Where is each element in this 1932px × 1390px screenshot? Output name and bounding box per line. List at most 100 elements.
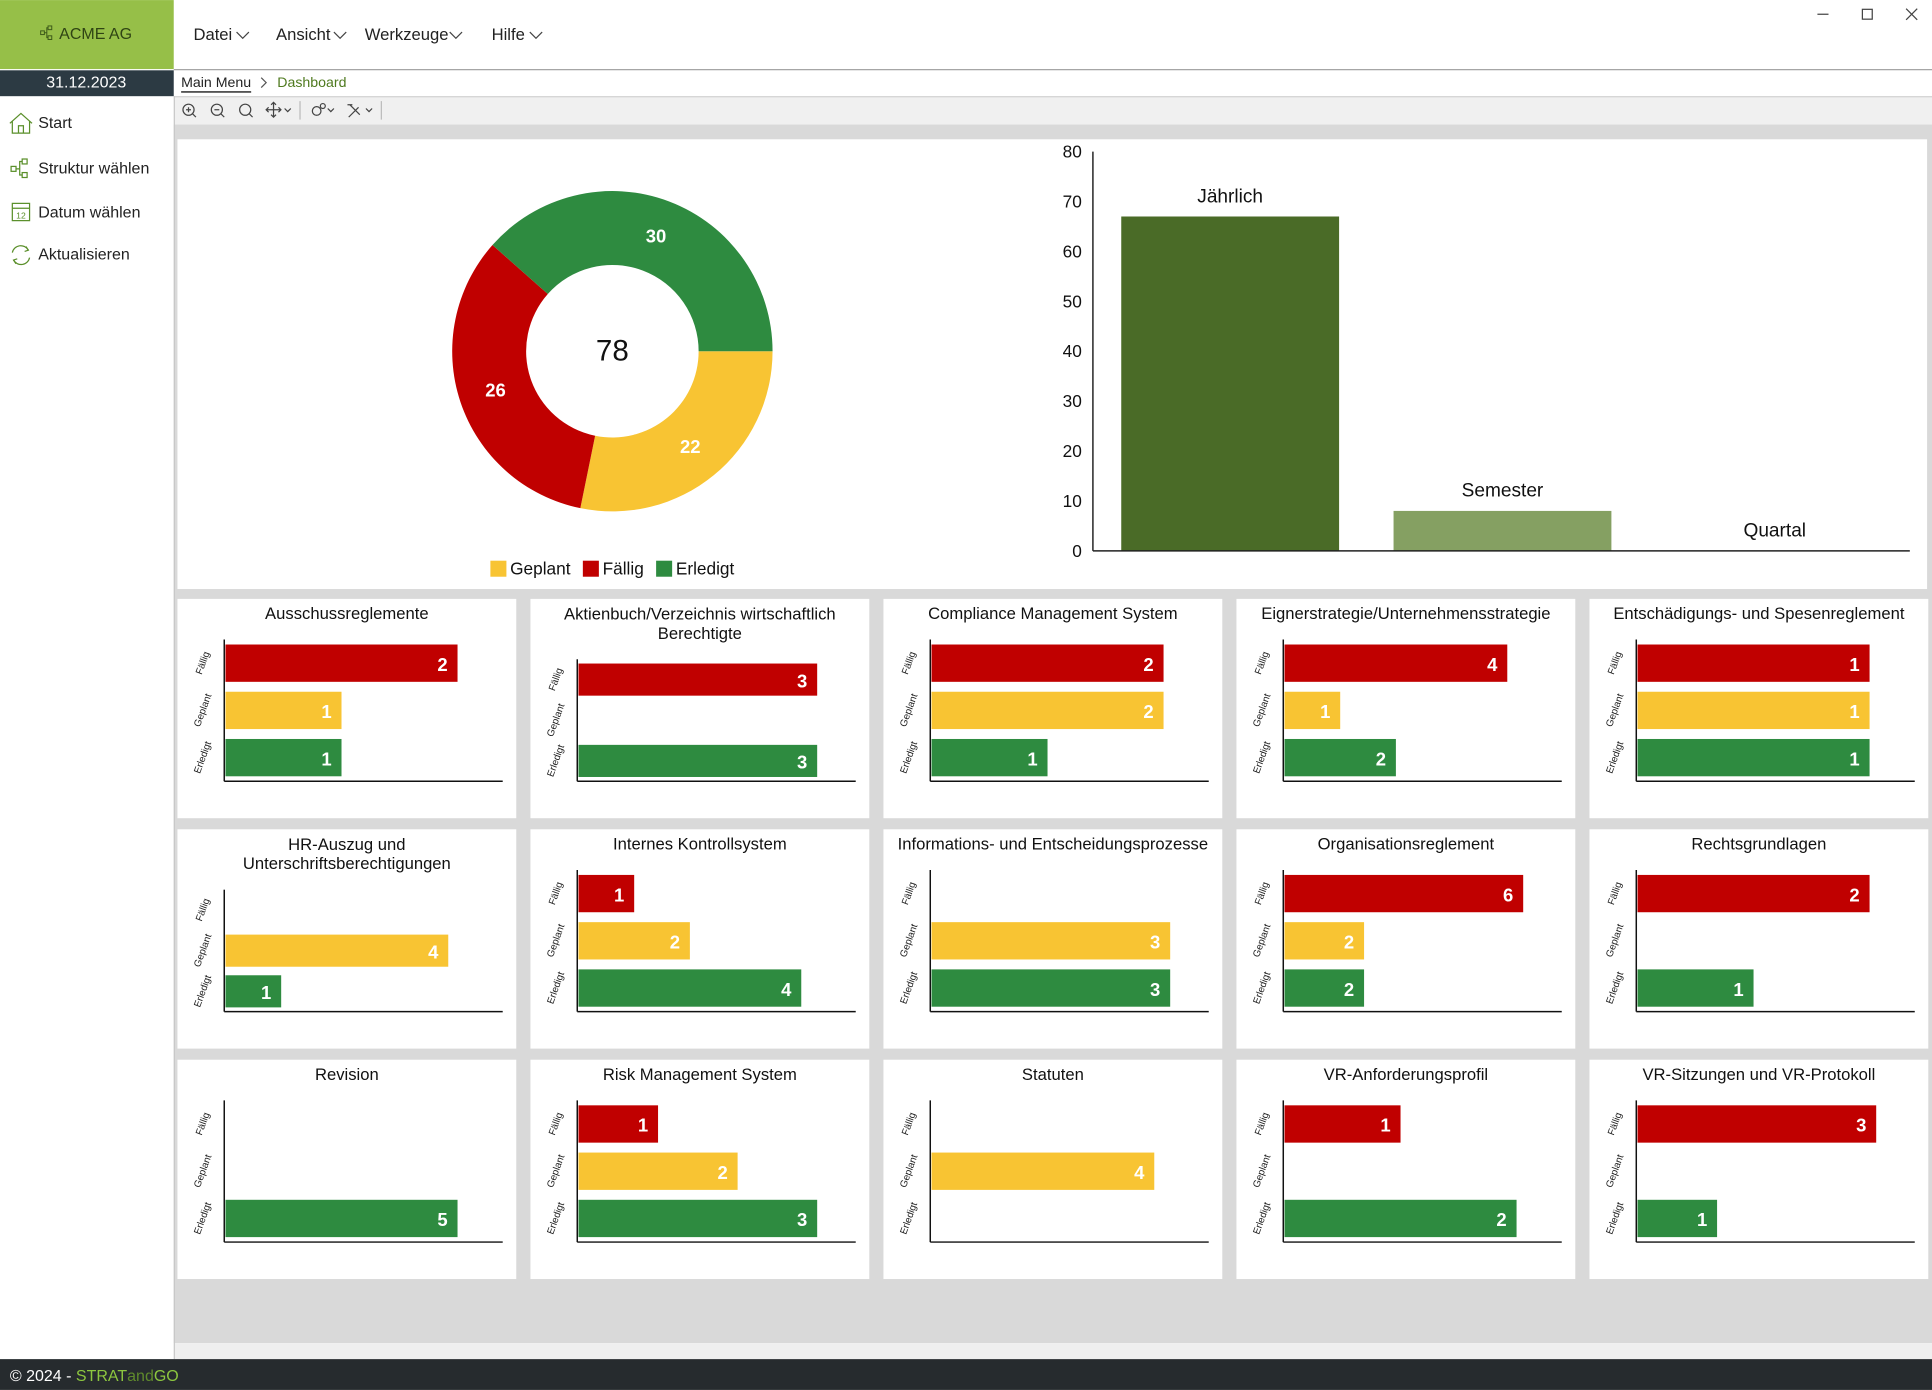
bar xyxy=(578,1105,659,1143)
chart-panel xyxy=(1236,1059,1576,1280)
sidebar-item[interactable]: Datum wählen xyxy=(38,205,140,222)
legend-label: Fällig xyxy=(603,559,644,579)
bar xyxy=(1284,969,1365,1007)
bar xyxy=(225,1199,458,1238)
menu-item[interactable]: Hilfe xyxy=(492,25,525,44)
bar-value-label: 2 xyxy=(1849,884,1859,905)
donut-value-label: 30 xyxy=(646,226,667,247)
y-tick-label: 50 xyxy=(1063,291,1082,311)
settings-button[interactable] xyxy=(311,102,335,116)
bar-value-label: 1 xyxy=(1320,701,1330,722)
bar xyxy=(1637,969,1754,1007)
bar-value-label: 3 xyxy=(1150,932,1160,953)
legend-swatch xyxy=(656,560,673,577)
footer-brand: STRAT xyxy=(76,1367,127,1384)
bar-value-label: 3 xyxy=(1856,1115,1866,1136)
bar-value-label: 1 xyxy=(638,1115,648,1136)
bar-value-label: 5 xyxy=(437,1209,447,1230)
zoom-in-button[interactable] xyxy=(182,103,197,118)
bar xyxy=(1284,691,1341,730)
bar xyxy=(578,1199,818,1238)
legend-swatch xyxy=(582,560,599,577)
menu-item[interactable]: Ansicht xyxy=(276,25,331,44)
close-button[interactable] xyxy=(1905,8,1918,21)
sidebar-item[interactable]: Start xyxy=(38,115,72,132)
bar-value-label: 3 xyxy=(797,670,807,691)
bar xyxy=(225,738,342,777)
tools-button[interactable] xyxy=(347,104,373,118)
bar xyxy=(578,874,635,913)
bar-value-label: 3 xyxy=(1150,979,1160,1000)
chart-title: HR-Auszug und Unterschriftsberechtigungen xyxy=(243,835,451,873)
bar-value-label: 2 xyxy=(1344,979,1354,1000)
chart-title-line: HR-Auszug und xyxy=(288,835,405,854)
chart-title-line: Aktienbuch/Verzeichnis wirtschaftlich xyxy=(564,604,836,623)
chart-title: Rechtsgrundlagen xyxy=(1691,835,1826,854)
chart-title-line: Berechtigte xyxy=(658,623,742,642)
brand-box xyxy=(0,0,174,70)
bar-value-label: 1 xyxy=(1849,748,1859,769)
bar xyxy=(931,922,1171,960)
footer-brand: GO xyxy=(154,1367,179,1384)
bar xyxy=(1284,922,1365,960)
maximize-button[interactable] xyxy=(1861,8,1873,20)
zoom-fit-button[interactable] xyxy=(239,103,254,118)
date-label[interactable]: 31.12.2023 xyxy=(46,75,126,92)
bar xyxy=(1637,874,1870,913)
y-tick-label: 0 xyxy=(1072,541,1082,561)
bar xyxy=(1284,874,1524,913)
bar xyxy=(578,663,818,696)
bar-value-label: 3 xyxy=(797,1209,807,1230)
breadcrumb-separator xyxy=(260,77,268,88)
chart-title: Eignerstrategie/Unternehmensstrategie xyxy=(1261,604,1550,623)
menu-item[interactable]: Werkzeuge xyxy=(365,25,449,44)
bar-value-label: 1 xyxy=(1697,1209,1707,1230)
legend-label: Erledigt xyxy=(676,559,735,579)
sidebar-item[interactable]: Aktualisieren xyxy=(38,247,130,264)
y-tick-label: 30 xyxy=(1063,391,1082,411)
bar xyxy=(1637,738,1870,777)
bar-value-label: 2 xyxy=(1344,932,1354,953)
bar xyxy=(931,1152,1155,1190)
bar xyxy=(931,691,1164,730)
bar xyxy=(1637,644,1870,682)
structure-icon xyxy=(10,158,28,179)
pan-button[interactable] xyxy=(265,101,292,118)
breadcrumb-link[interactable]: Main Menu xyxy=(181,75,251,91)
donut-value-label: 22 xyxy=(680,436,701,457)
menu-item[interactable]: Datei xyxy=(193,25,232,44)
bar xyxy=(1393,510,1612,551)
zoom-out-button[interactable] xyxy=(210,103,225,118)
bar xyxy=(225,691,342,730)
y-tick-label: 20 xyxy=(1063,441,1082,461)
bar-value-label: 2 xyxy=(717,1162,727,1183)
donut-segment xyxy=(452,245,596,509)
bar-category-label: Quartal xyxy=(1743,521,1806,542)
bar-value-label: 1 xyxy=(1380,1115,1390,1136)
bar xyxy=(225,644,458,682)
date-icon: 12 xyxy=(11,202,31,222)
menu-chevron xyxy=(449,31,463,40)
chart-title: VR-Sitzungen und VR-Protokoll xyxy=(1642,1065,1875,1084)
bar-value-label: 4 xyxy=(428,941,439,962)
bar-value-label: 1 xyxy=(321,748,331,769)
company-name: ACME AG xyxy=(59,26,132,43)
date-icon-number: 12 xyxy=(16,211,26,221)
bar xyxy=(1284,1105,1401,1143)
bar xyxy=(1284,1199,1517,1238)
bar-value-label: 1 xyxy=(1733,979,1743,1000)
bar xyxy=(225,975,282,1008)
toolbar xyxy=(173,97,1932,125)
sidebar-item[interactable]: Struktur wählen xyxy=(38,160,149,177)
chart-title: Compliance Management System xyxy=(928,604,1177,623)
bar-value-label: 1 xyxy=(614,884,624,905)
bar-value-label: 1 xyxy=(321,701,331,722)
chart-title: VR-Anforderungsprofil xyxy=(1324,1065,1488,1084)
y-tick-label: 10 xyxy=(1063,491,1082,511)
menu-chevron xyxy=(529,31,543,40)
bar xyxy=(931,969,1171,1007)
bar-value-label: 1 xyxy=(1849,654,1859,675)
chart-title: Informations- und Entscheidungsprozesse xyxy=(898,835,1209,854)
legend-label: Geplant xyxy=(510,559,571,579)
